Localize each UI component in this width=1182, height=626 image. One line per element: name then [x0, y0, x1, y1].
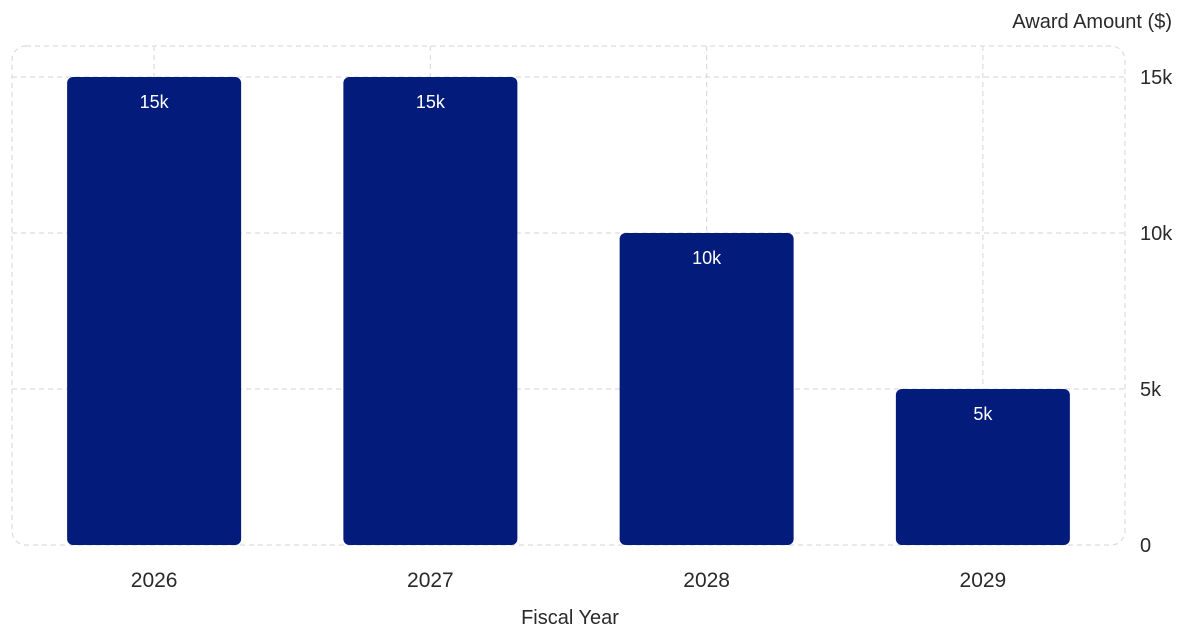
plot-frame: [11, 45, 1126, 546]
y-axis-title: Award Amount ($): [1012, 11, 1172, 33]
bar-data-label: 15k: [140, 92, 170, 112]
bar: [895, 389, 1070, 545]
y-tick-label: 10k: [1140, 223, 1173, 245]
x-axis-title: Fiscal Year: [521, 607, 619, 626]
y-tick-label: 15k: [1140, 67, 1173, 89]
x-tick-label: 2028: [683, 569, 730, 592]
bar-data-label: 15k: [416, 92, 446, 112]
x-tick-labels: 2026 2027 2028 2029: [131, 569, 1006, 592]
y-tick-label: 5k: [1140, 379, 1162, 401]
x-tick-label: 2027: [407, 569, 454, 592]
x-tick-label: 2029: [960, 569, 1007, 592]
bar-data-label: 10k: [692, 248, 722, 268]
x-tick-label: 2026: [131, 569, 178, 592]
bar: [343, 77, 518, 545]
bars-layer: [67, 77, 1070, 545]
y-tick-labels: 0 5k 10k 15k: [1140, 67, 1173, 557]
bar: [619, 233, 794, 545]
bar: [67, 77, 242, 545]
data-labels-layer: 15k 15k 10k 5k: [140, 92, 994, 424]
y-tick-label: 0: [1140, 535, 1151, 557]
bar-data-label: 5k: [973, 404, 993, 424]
